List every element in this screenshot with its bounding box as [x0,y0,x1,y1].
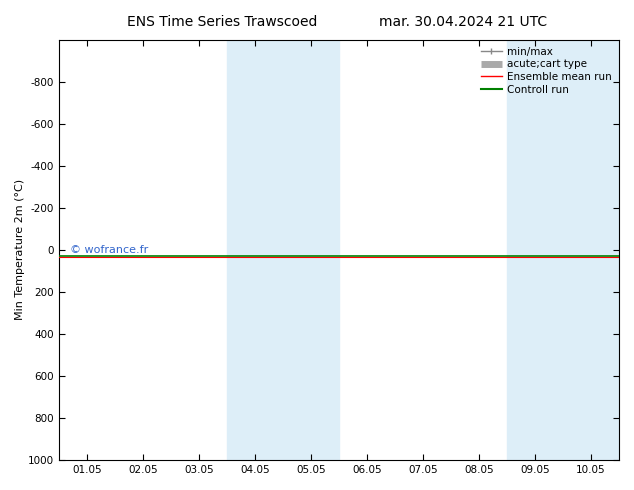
Text: © wofrance.fr: © wofrance.fr [70,245,148,255]
Bar [227,40,339,460]
Y-axis label: Min Temperature 2m (°C): Min Temperature 2m (°C) [15,179,25,320]
Text: ENS Time Series Trawscoed: ENS Time Series Trawscoed [127,15,317,29]
Bar [507,40,619,460]
Text: mar. 30.04.2024 21 UTC: mar. 30.04.2024 21 UTC [378,15,547,29]
Legend: min/max, acute;cart type, Ensemble mean run, Controll run: min/max, acute;cart type, Ensemble mean … [479,45,614,97]
